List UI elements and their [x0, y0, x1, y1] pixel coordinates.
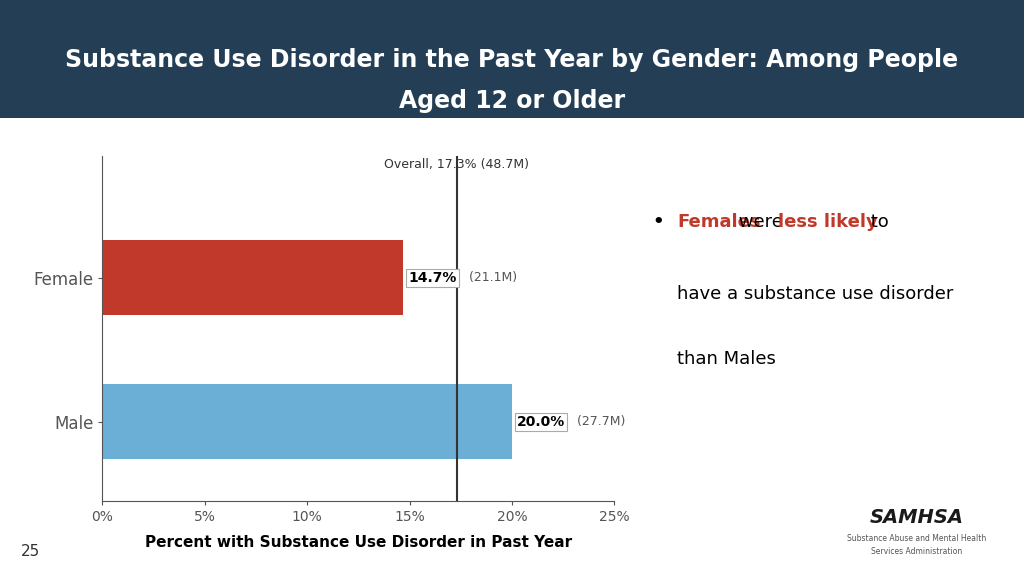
Text: were: were	[733, 213, 788, 230]
Text: 20.0%: 20.0%	[517, 415, 565, 429]
Text: •: •	[652, 213, 664, 230]
Text: Females: Females	[678, 213, 761, 230]
Text: Overall, 17.3% (48.7M): Overall, 17.3% (48.7M)	[384, 158, 529, 172]
Text: 25: 25	[20, 544, 40, 559]
Text: (27.7M): (27.7M)	[573, 415, 626, 429]
Text: than Males: than Males	[678, 350, 776, 368]
X-axis label: Percent with Substance Use Disorder in Past Year: Percent with Substance Use Disorder in P…	[144, 535, 572, 550]
Text: less likely: less likely	[778, 213, 878, 230]
Text: (21.1M): (21.1M)	[465, 271, 517, 285]
Bar	[102, 241, 403, 316]
Text: SAMHSA: SAMHSA	[869, 508, 964, 527]
Text: to: to	[865, 213, 889, 230]
Bar	[102, 385, 512, 460]
Text: have a substance use disorder: have a substance use disorder	[678, 285, 953, 303]
Text: 14.7%: 14.7%	[409, 271, 457, 285]
Text: Substance Abuse and Mental Health
Services Administration: Substance Abuse and Mental Health Servic…	[847, 535, 986, 556]
Text: Substance Use Disorder in the Past Year by Gender: Among People: Substance Use Disorder in the Past Year …	[66, 48, 958, 73]
Text: Aged 12 or Older: Aged 12 or Older	[399, 89, 625, 113]
